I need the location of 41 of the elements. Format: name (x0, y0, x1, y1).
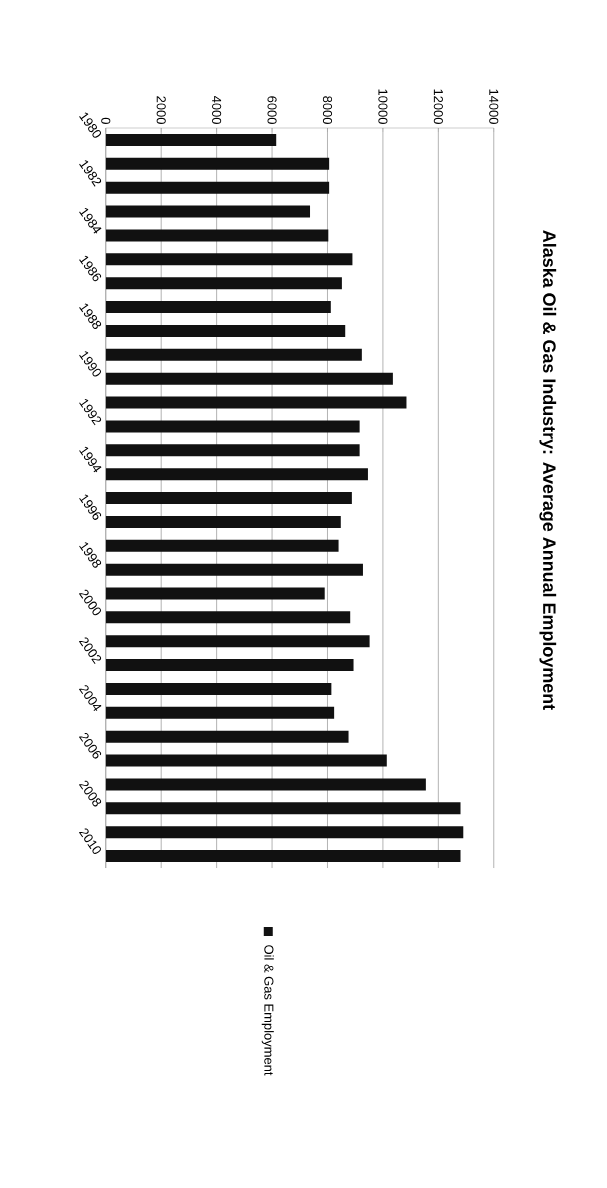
bar (105, 348, 362, 361)
legend-label: Oil & Gas Employment (261, 945, 274, 1076)
bar (105, 181, 330, 194)
bar (105, 826, 464, 839)
bar (105, 157, 330, 170)
x-tick-label: 10000 (378, 89, 388, 124)
text: Alaska Oil & Gas Industry: Average Annual Employment (539, 230, 557, 710)
bar (105, 754, 387, 767)
x-tick-label: 2000 (156, 96, 166, 124)
bar (105, 611, 351, 624)
bar (105, 277, 343, 290)
bar (105, 253, 353, 266)
bar (105, 396, 407, 409)
bar (105, 802, 461, 815)
x-tick-label: 14000 (489, 89, 499, 124)
bar (105, 420, 360, 433)
bar (105, 850, 461, 863)
x-tick-label: 4000 (212, 95, 222, 124)
bar (105, 515, 341, 528)
bar (105, 587, 325, 600)
bar (105, 133, 277, 146)
bar (105, 492, 352, 505)
x-tick-label: 6000 (267, 96, 277, 124)
bar (105, 706, 335, 719)
bar (105, 730, 349, 743)
bar (105, 659, 354, 672)
bar (105, 778, 426, 791)
bar (105, 682, 332, 695)
bar (105, 205, 311, 218)
bar (105, 229, 329, 242)
bar (105, 563, 364, 576)
bar (105, 468, 369, 481)
bar (105, 324, 346, 337)
bar (105, 301, 331, 314)
x-tick-label: 12000 (433, 89, 444, 124)
x-tick-label: 8000 (323, 96, 333, 124)
bar (105, 372, 393, 385)
bar (105, 444, 360, 457)
x-tick-label: 0 (101, 117, 111, 124)
bar (105, 539, 339, 552)
bar (105, 635, 370, 648)
